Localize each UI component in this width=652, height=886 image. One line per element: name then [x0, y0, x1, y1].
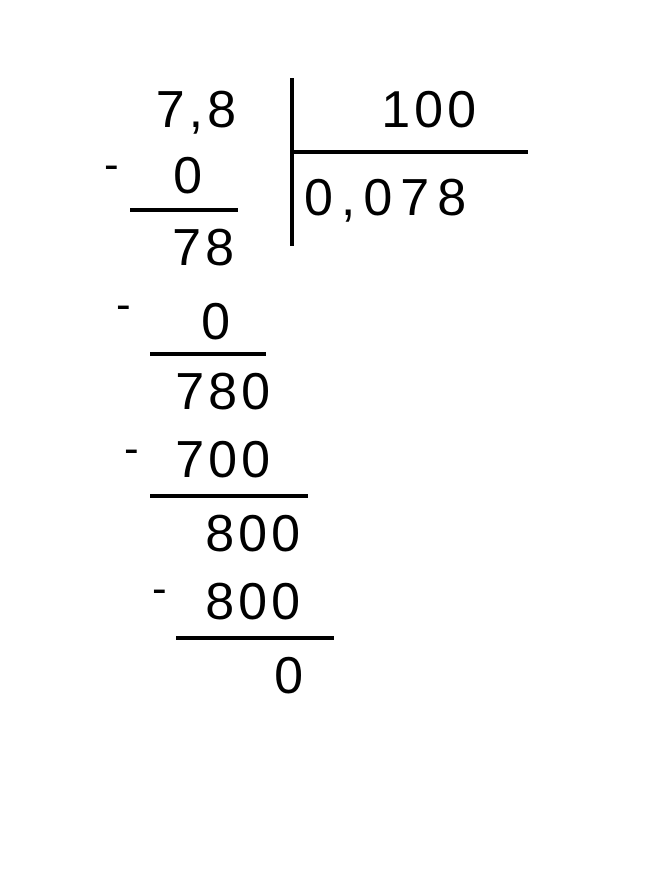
- step1-carry: 78: [130, 218, 238, 278]
- step3-carry: 800: [160, 504, 304, 564]
- step1-minus: -: [104, 140, 119, 190]
- step2-minus: -: [116, 280, 131, 330]
- step2-carry: 780: [130, 362, 274, 422]
- division-vertical-line: [290, 78, 294, 246]
- step2-rule: [150, 352, 266, 356]
- step4-subtract: 800: [160, 572, 304, 632]
- step2-subtract: 0: [150, 292, 234, 352]
- step1-subtract: 0: [130, 146, 206, 206]
- quotient: 0,078: [304, 168, 524, 228]
- step3-rule: [150, 494, 308, 498]
- long-division-diagram: 7,8 100 0,078 - 0 78 - 0 780 - 700 800 -…: [0, 0, 652, 886]
- divisor: 100: [320, 80, 480, 140]
- dividend: 7,8: [130, 80, 240, 140]
- division-horizontal-line: [290, 150, 528, 154]
- remainder: 0: [170, 646, 307, 706]
- step4-rule: [176, 636, 334, 640]
- step1-rule: [130, 208, 238, 212]
- step3-subtract: 700: [130, 430, 274, 490]
